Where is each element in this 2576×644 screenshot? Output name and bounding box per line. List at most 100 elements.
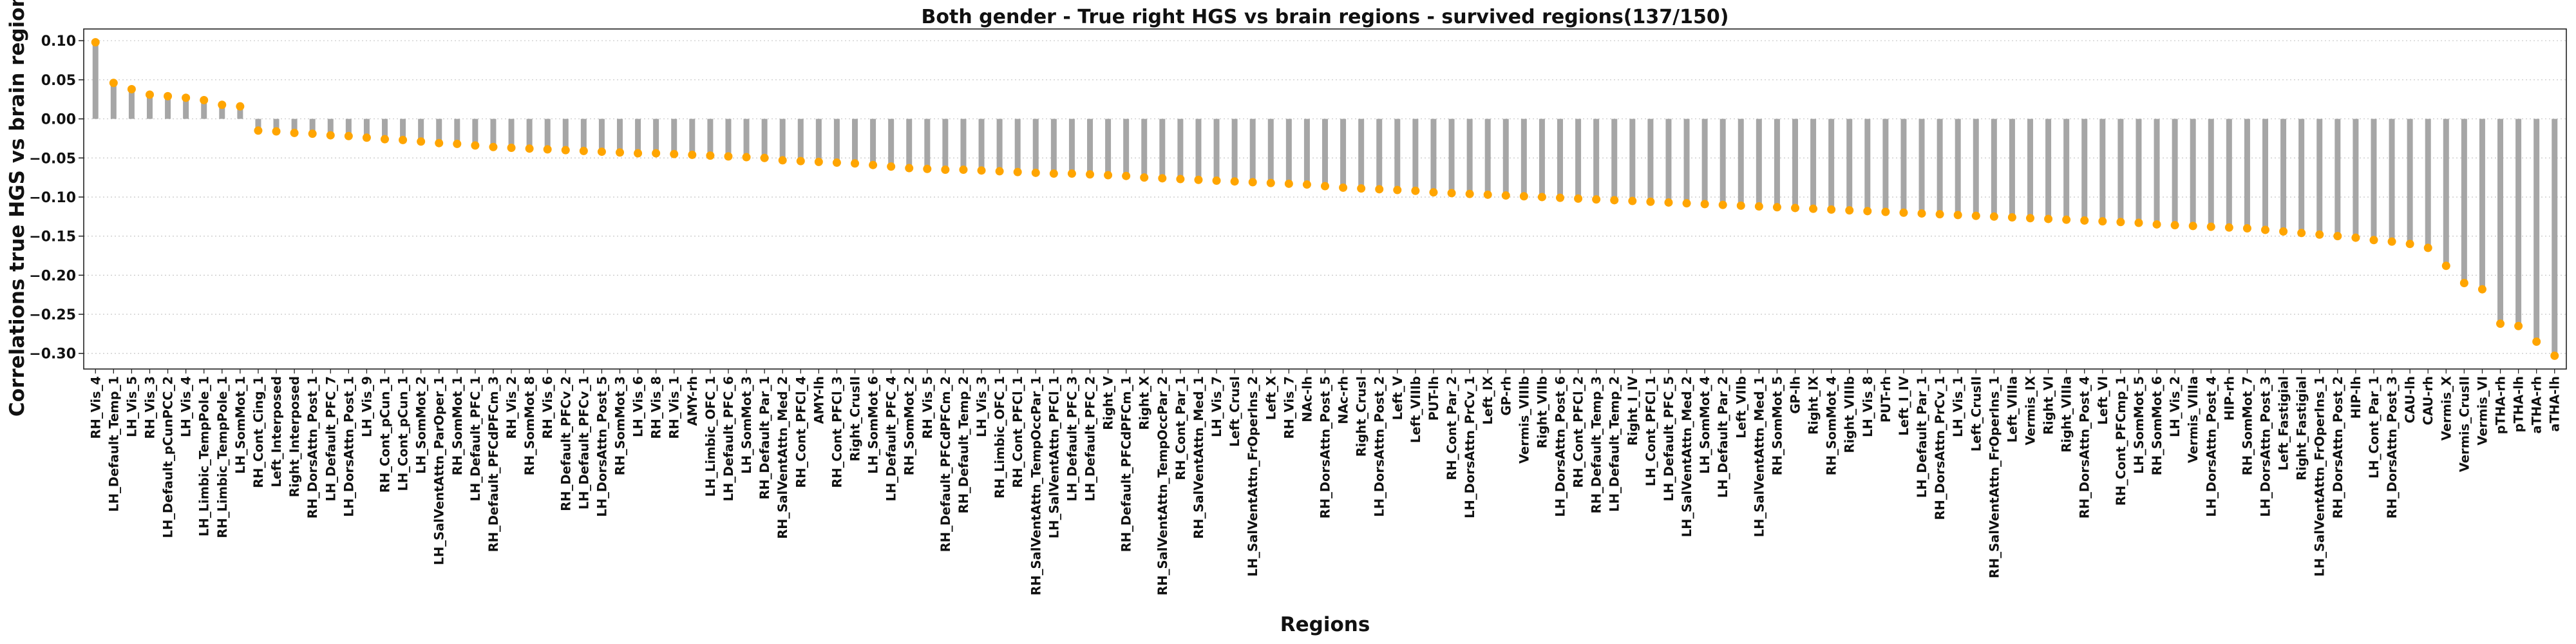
bar — [255, 118, 261, 131]
x-tick-label: LH_SomMot_4 — [1698, 376, 1712, 474]
data-point — [435, 138, 444, 147]
x-tick-label: Left_Fastigial — [2277, 376, 2291, 471]
data-point — [1429, 188, 1438, 197]
x-tick-label: RH_DorsAttn_Post_4 — [2078, 376, 2092, 518]
x-tick-label: Right_IX — [1806, 376, 1821, 435]
data-point — [706, 151, 715, 160]
bar — [2334, 118, 2341, 236]
bar — [616, 118, 623, 153]
x-tick-label: GP-lh — [1788, 376, 1803, 414]
x-tick-label: Right_Interposed — [287, 376, 302, 497]
bar — [2244, 118, 2250, 229]
data-point — [2062, 215, 2071, 224]
bar — [291, 118, 298, 133]
data-point — [1465, 189, 1474, 198]
bar — [2262, 118, 2269, 230]
x-tick-label: RH_SalVentAttn_FrOperIns_1 — [1987, 376, 2002, 578]
bar — [1738, 118, 1744, 206]
bar — [1484, 118, 1491, 195]
data-point — [2007, 213, 2016, 222]
bar — [327, 118, 334, 136]
x-tick-label: CAU-lh — [2403, 376, 2418, 423]
bar — [1719, 118, 1726, 205]
bar — [2136, 118, 2142, 223]
x-tick-label: LH_Default_Temp_1 — [106, 376, 121, 512]
bar — [436, 118, 442, 144]
data-point — [326, 131, 335, 140]
data-point — [1537, 193, 1546, 202]
bar — [562, 118, 569, 151]
bar — [2479, 118, 2485, 290]
bar — [1756, 118, 1762, 207]
data-point — [2242, 224, 2251, 233]
data-point — [923, 164, 932, 173]
data-point — [905, 164, 914, 173]
bar — [761, 118, 768, 158]
x-tick-label: aTHA-rh — [2530, 376, 2544, 433]
x-tick-label: NAc-rh — [1336, 376, 1351, 424]
bar — [580, 118, 587, 151]
x-tick-label: Vermis_CrusII — [2457, 376, 2472, 472]
bar — [2027, 118, 2034, 218]
bar — [1195, 118, 1202, 180]
data-point — [1935, 210, 1944, 219]
bar — [1394, 118, 1401, 191]
data-point — [2170, 221, 2179, 230]
bar — [870, 118, 876, 166]
bar — [1810, 118, 1817, 209]
data-point — [1827, 205, 1836, 214]
x-tick-label: LH_Default_PFC_1 — [468, 376, 483, 501]
bar — [1430, 118, 1437, 193]
x-tick-label: RH_SalVentAttn_TempOccPar_1 — [1028, 376, 1043, 596]
x-tick-label: pTHA-lh — [2512, 376, 2526, 432]
bar — [2533, 118, 2540, 342]
y-tick-label: −0.10 — [29, 190, 76, 206]
x-tick-label: RH_Vis_3 — [142, 376, 157, 439]
bar — [1973, 118, 1979, 216]
x-tick-label: RH_SomMot_2 — [902, 376, 917, 475]
data-point — [796, 156, 805, 166]
bar — [219, 104, 225, 119]
data-point — [1989, 212, 1998, 221]
data-point — [1411, 186, 1420, 195]
bar — [924, 118, 931, 169]
data-point — [543, 145, 552, 154]
bar — [888, 118, 895, 167]
data-point — [724, 152, 733, 161]
bar — [1105, 118, 1112, 175]
bar — [707, 118, 714, 156]
bar — [1665, 118, 1672, 203]
data-point — [2261, 225, 2270, 234]
x-tick-label: Left_Interposed — [269, 376, 284, 488]
y-axis-ticks: 0.10 0.05 0.00 −0.05 −0.10 −0.15 −0.20 −0.25 −0.… — [29, 33, 84, 363]
data-point — [670, 149, 679, 158]
bar — [1611, 118, 1618, 200]
x-tick-label: LH_SalVentAttn_FrOperIns_1 — [2313, 376, 2327, 576]
bar — [1231, 118, 1238, 182]
data-point — [2152, 220, 2161, 229]
bar — [472, 118, 478, 146]
bar — [128, 89, 135, 119]
data-point — [1230, 177, 1239, 186]
x-tick-label: LH_SalVentAttn_FrOperIns_2 — [1245, 376, 1260, 576]
x-tick-label: Right_VIIIb — [1842, 376, 1857, 453]
x-tick-label: AMY-lh — [811, 376, 826, 424]
bar — [2316, 118, 2323, 235]
x-tick-label: LH_Default_PFC_7 — [323, 376, 338, 501]
data-point — [1176, 175, 1185, 184]
x-tick-label: Left_VI — [2096, 376, 2110, 425]
x-tick-label: RH_Default_Temp_2 — [956, 376, 971, 513]
data-point — [1718, 200, 1727, 209]
data-point — [1682, 199, 1691, 208]
x-tick-label: RH_Vis_4 — [88, 376, 103, 439]
data-point — [742, 153, 751, 162]
bar — [689, 118, 696, 155]
x-tick-label: Left_CrusI — [1227, 376, 1242, 447]
data-point — [362, 133, 371, 142]
x-tick-label: RH_Vis_7 — [1282, 376, 1296, 439]
bar — [1177, 118, 1184, 180]
x-tick-label: LH_Default_PFC_2 — [1083, 376, 1097, 501]
bar — [1629, 118, 1636, 202]
x-tick-label: CAU-rh — [2421, 376, 2436, 425]
data-point — [561, 146, 570, 155]
